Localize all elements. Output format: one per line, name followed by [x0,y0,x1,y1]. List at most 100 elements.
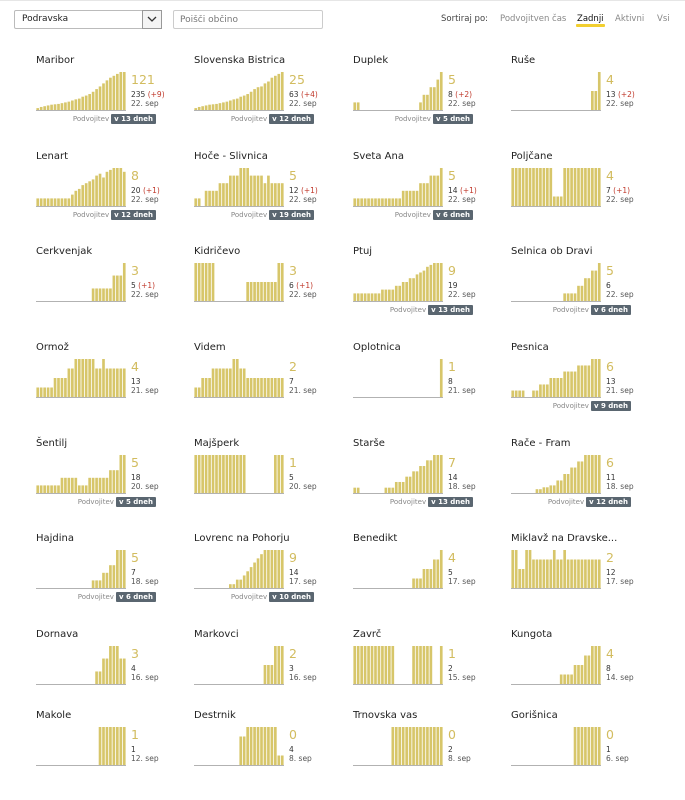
chart-bar [211,190,215,206]
chart-bar [60,103,64,110]
chart-bar [122,658,126,684]
municipality-card[interactable]: Ormož 4 13 21. sep [36,342,196,432]
region-select[interactable]: Podravska [14,10,162,29]
municipality-card[interactable]: Pesnica 6 13 21. sep Podvojitev v 9 dneh [511,342,671,432]
chart-bar [119,727,123,765]
municipality-card[interactable]: Hoče - Slivnica 5 12 (+1) 22. sep Podvojitev… [194,151,354,241]
municipality-card[interactable]: Starše 7 14 18. sep Podvojitev v 13 dneh [353,438,513,528]
chart-bar [112,75,116,110]
municipality-card[interactable]: Selnica ob Dravi 5 6 22. sep Podvojitev v 6 d… [511,246,671,336]
municipality-card[interactable]: Miklavž na Dravske... 2 12 17. sep [511,533,671,623]
doubling-time: Podvojitev v 9 dneh [553,401,631,411]
chart-bar [594,270,598,301]
chart-bar [60,378,64,397]
municipality-card[interactable]: Trnovska vas 0 2 8. sep [353,710,513,800]
doubling-time: Podvojitev v 6 dneh [553,305,631,315]
cases-chart [511,72,601,111]
municipality-card[interactable]: Markovci 2 3 16. sep [194,629,354,719]
chart-bar [60,477,64,493]
municipality-card[interactable]: Rače - Fram 6 11 18. sep Podvojitev v 12 dneh [511,438,671,528]
chart-bar [391,289,395,301]
chart-bar [267,282,270,301]
chart-bar [514,390,518,397]
chart-bar [552,550,556,588]
municipality-card[interactable]: Sveta Ana 5 14 (+1) 22. sep Podvojitev v 6 dn… [353,151,513,241]
doubling-label: Podvojitev [389,306,427,314]
doubling-badge: v 10 dneh [269,592,314,602]
total-cases-value: 7 [289,377,294,386]
municipality-name: Šentilj [36,438,68,449]
municipality-card[interactable]: Zavrč 1 2 15. sep [353,629,513,719]
chart-bar [384,289,388,301]
municipality-card[interactable]: Hajdina 5 7 18. sep Podvojitev v 6 dneh [36,533,196,623]
municipality-card[interactable]: Lovrenc na Pohorju 9 14 17. sep Podvojitev v … [194,533,354,623]
chart-bar [426,94,429,110]
municipality-card[interactable]: Videm 2 7 21. sep [194,342,354,432]
municipality-card[interactable]: Slovenska Bistrica 25 63 (+4) 22. sep Podvoj… [194,55,354,145]
municipality-card[interactable]: Kungota 4 8 14. sep [511,629,671,719]
municipality-card[interactable]: Dornava 3 4 16. sep [36,629,196,719]
municipality-card[interactable]: Cerkvenjak 3 5 (+1) 22. sep [36,246,196,336]
chart-bar [556,559,560,588]
municipality-card[interactable]: Makole 1 1 12. sep [36,710,196,800]
chart-bar [46,198,50,206]
chart-bar [388,487,391,493]
chart-bar [215,190,218,206]
municipality-name: Destrnik [194,710,236,721]
municipality-card[interactable]: Šentilj 5 18 20. sep Podvojitev v 5 dneh [36,438,196,528]
municipality-card[interactable]: Poljčane 4 7 (+1) 22. sep [511,151,671,241]
sort-option-all[interactable]: Vsi [657,14,670,24]
chart-bar [566,168,570,206]
sort-option-latest[interactable]: Zadnji [576,14,605,27]
municipality-name: Lenart [36,151,69,162]
last-update-date: 21. sep [289,386,317,395]
chart-bar [597,263,601,301]
chart-bar [77,188,81,206]
chart-bar [597,455,601,493]
chart-bar [436,175,440,206]
municipality-card[interactable]: Kidričevo 3 6 (+1) 22. sep [194,246,354,336]
municipality-name: Slovenska Bistrica [194,55,286,66]
chart-bar [239,368,243,397]
doubling-time: Podvojitev v 13 dneh [390,305,473,315]
municipality-card[interactable]: Destrnik 0 4 8. sep [194,710,354,800]
total-cases-value: 5 [448,568,453,577]
municipality-card[interactable]: Maribor 121 235 (+9) 22. sep Podvojitev v 13 … [36,55,196,145]
search-input[interactable] [173,10,323,29]
chart-bar [584,727,587,765]
municipality-name: Hoče - Slivnica [194,151,268,162]
active-cases-value: 6 [606,455,614,470]
doubling-time: Podvojitev v 6 dneh [78,592,156,602]
chart-bar [401,282,405,301]
chart-bar [559,674,563,684]
municipality-card[interactable]: Majšperk 1 5 20. sep [194,438,354,528]
chart-bar [419,272,422,301]
municipality-card[interactable]: Duplek 5 8 (+2) 22. sep Podvojitev v 5 dneh [353,55,513,145]
municipality-card[interactable]: Ruše 4 13 (+2) 22. sep [511,55,671,145]
chart-bar [112,275,116,301]
chart-bar [394,198,398,206]
chart-bar [116,368,119,397]
chart-bar [260,554,263,588]
chart-bar [587,455,591,493]
chart-bar [239,579,243,588]
chart-bar [60,198,64,206]
region-select-button[interactable] [142,10,162,29]
municipality-card[interactable]: Benedikt 4 5 17. sep [353,533,513,623]
chart-bar [119,168,123,206]
municipality-card[interactable]: Ptuj 9 19 22. sep Podvojitev v 13 dneh [353,246,513,336]
chart-bar [239,168,243,206]
chart-bar [246,168,249,206]
chart-bar [249,378,253,397]
chart-bar [591,455,594,493]
chart-bar [263,282,267,301]
chart-bar [116,168,119,206]
municipality-card[interactable]: Lenart 8 20 (+1) 22. sep Podvojitev v 12 dneh [36,151,196,241]
municipality-name: Trnovska vas [353,710,418,721]
municipality-card[interactable]: Gorišnica 0 1 6. sep [511,710,671,800]
municipality-card[interactable]: Oplotnica 1 8 21. sep [353,342,513,432]
chart-bar [249,175,253,206]
sort-option-active[interactable]: Aktivni [615,14,645,24]
doubling-label: Podvojitev [230,115,268,123]
sort-option-doubling[interactable]: Podvojitven čas [500,14,567,24]
